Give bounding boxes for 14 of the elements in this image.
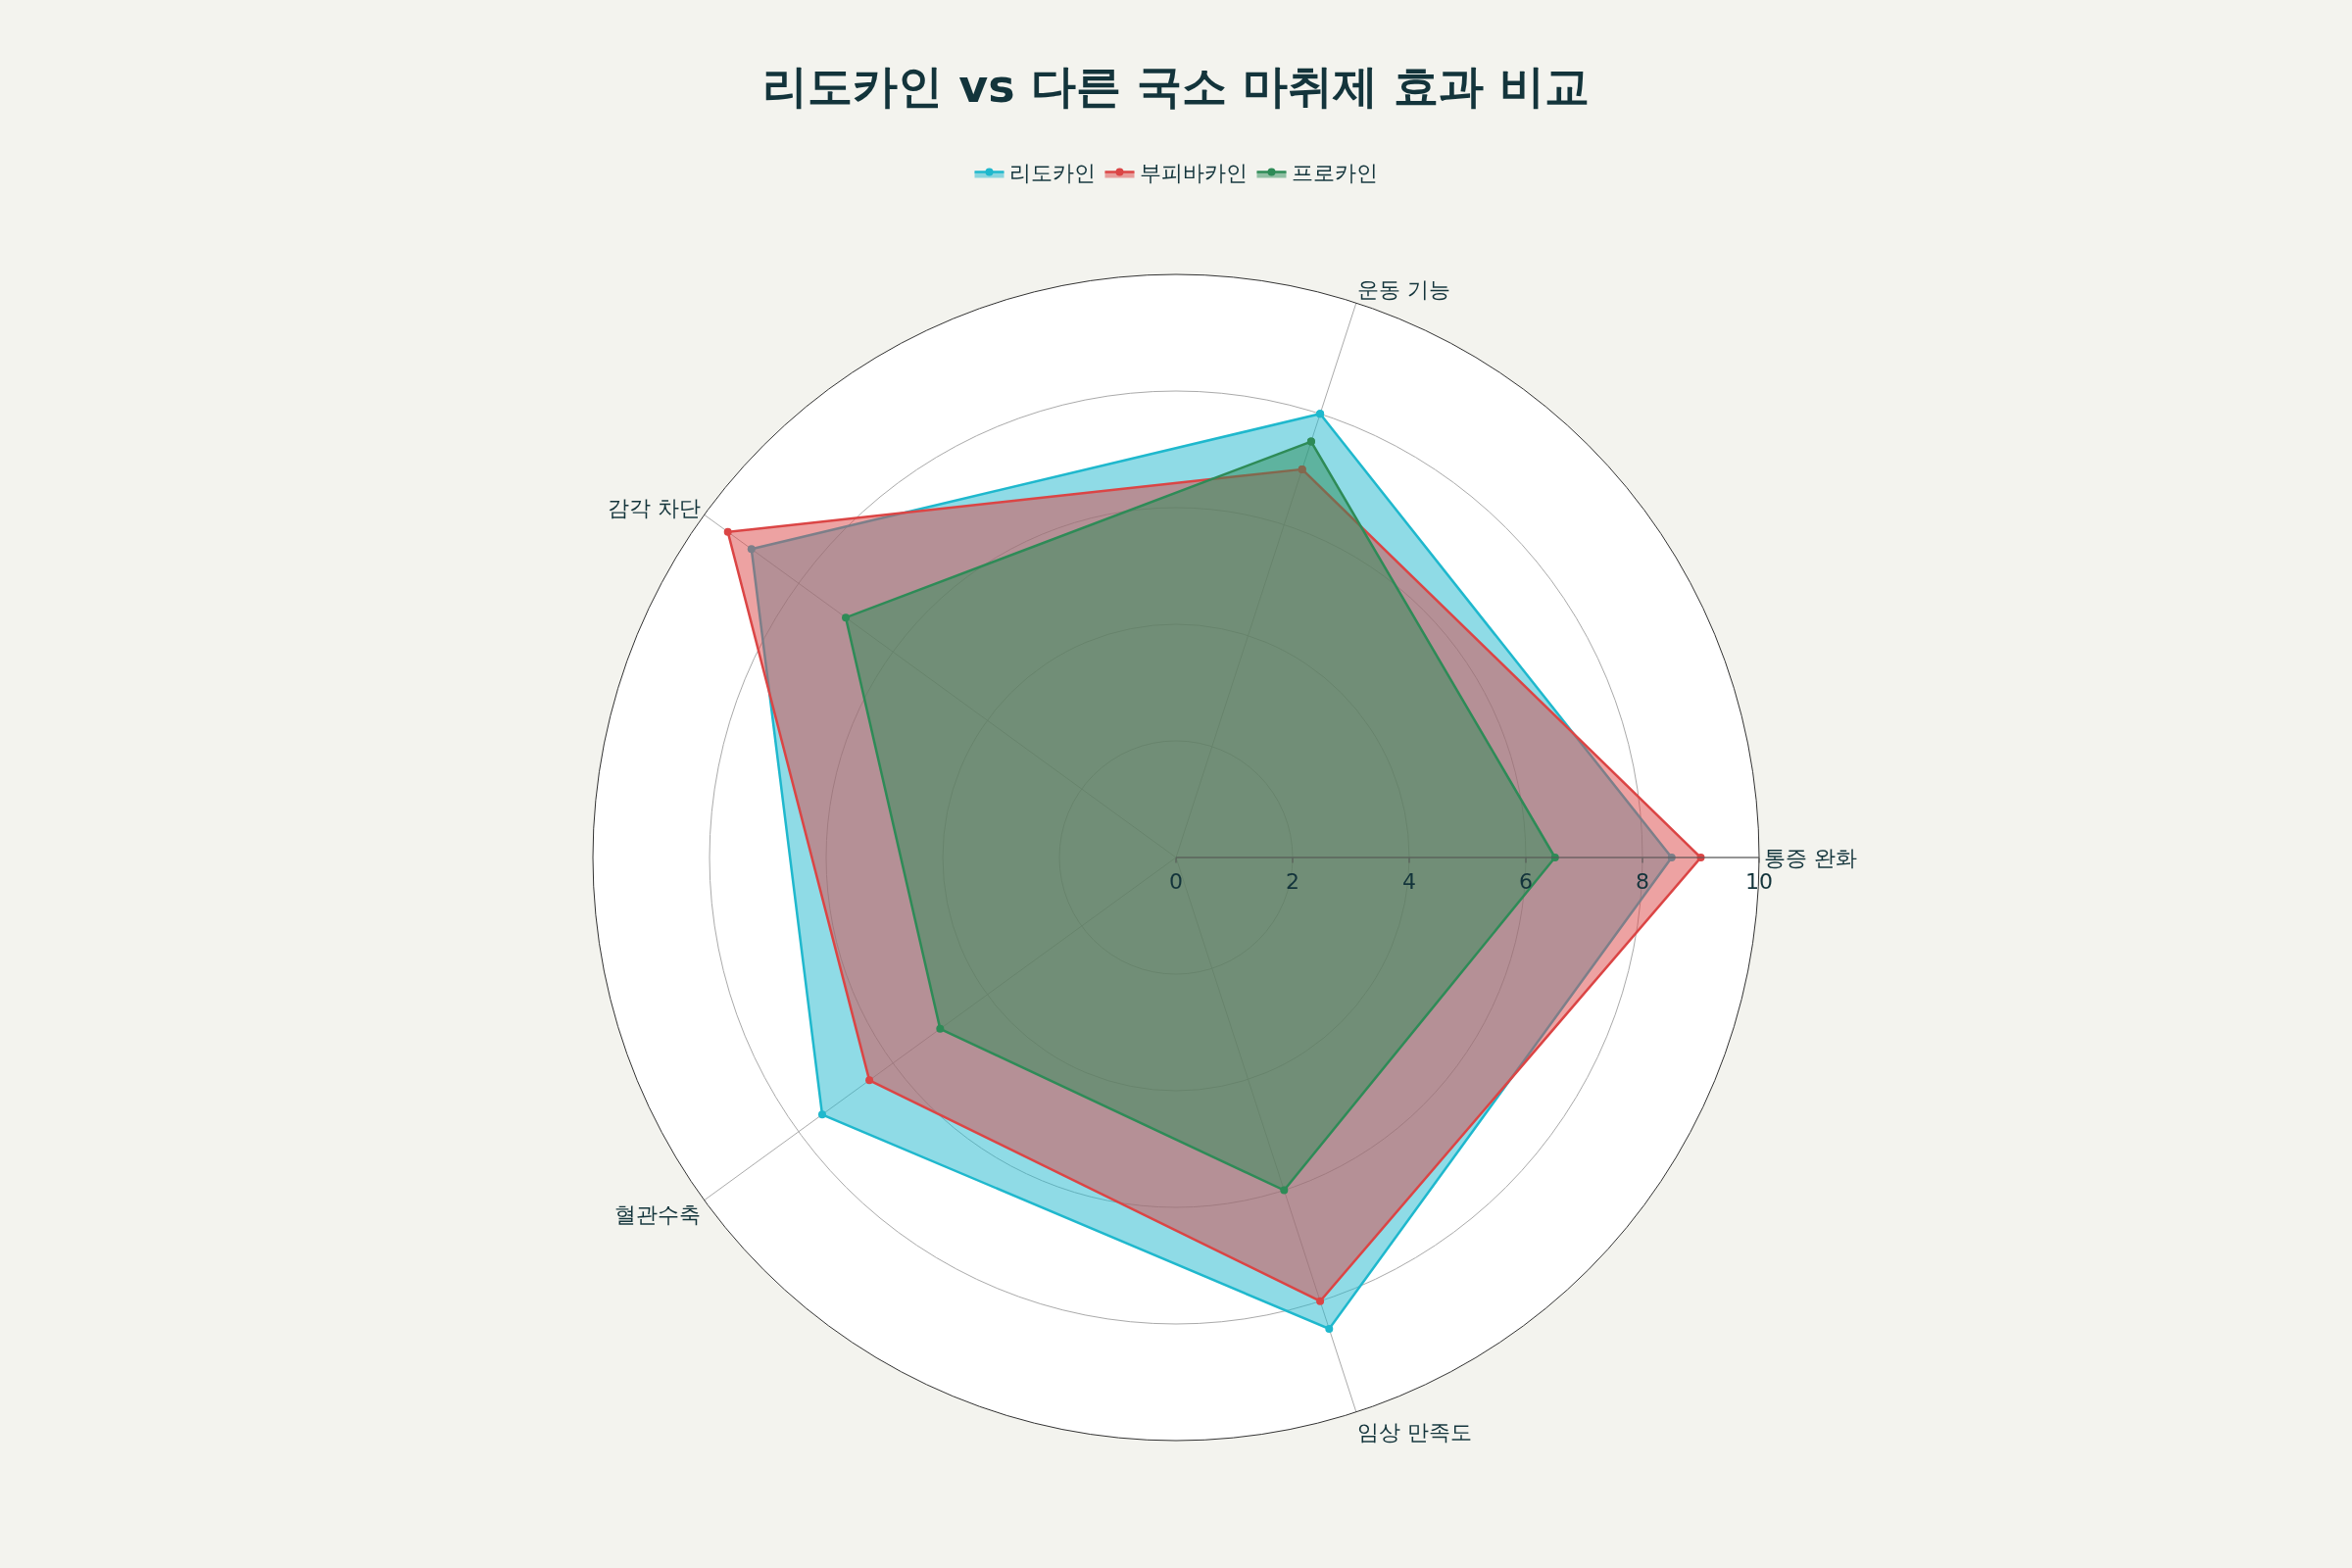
spoke-label: 임상 만족도 (1357, 1419, 1473, 1445)
legend-label: 리도카인 (1008, 161, 1096, 186)
spoke-label: 감각 차단 (607, 496, 701, 521)
spoke-label: 혈관수축 (613, 1201, 701, 1227)
spoke-label: 운동 기능 (1357, 276, 1451, 302)
y-tick-label: 8 (1636, 868, 1649, 894)
legend-label: 프로카인 (1291, 161, 1378, 186)
y-tick-label: 4 (1402, 868, 1416, 894)
chart-title: 리도카인 vs 다른 국소 마취제 효과 비교 (762, 60, 1590, 114)
legend-label: 부피바카인 (1139, 161, 1248, 186)
y-tick-label: 6 (1519, 868, 1533, 894)
y-tick-label: 0 (1169, 868, 1183, 894)
y-tick-label: 2 (1286, 868, 1299, 894)
spoke-label: 통증 완화 (1763, 845, 1857, 870)
